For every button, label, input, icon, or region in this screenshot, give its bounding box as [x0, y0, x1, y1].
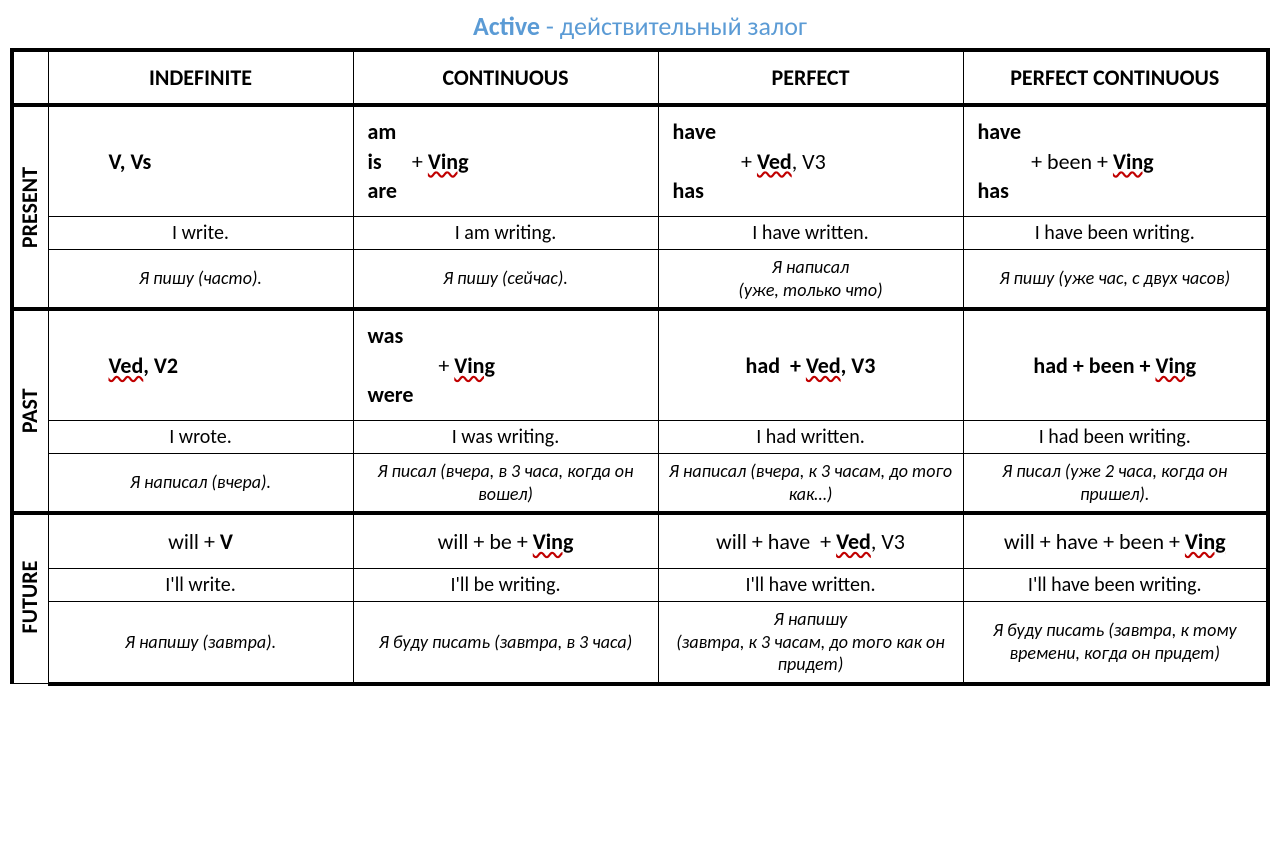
- present-continuous-formula: amisare + Ving: [353, 105, 658, 217]
- future-perfcont-translation: Я буду писать (завтра, к тому времени, к…: [963, 602, 1268, 684]
- future-continuous-formula: will + be + Ving: [353, 513, 658, 569]
- header-perfect-continuous: PERFECT CONTINUOUS: [963, 50, 1268, 105]
- past-perfcont-formula: had + been + Ving: [963, 309, 1268, 421]
- present-indefinite-example: I write.: [48, 217, 353, 250]
- past-perfcont-example: I had been writing.: [963, 421, 1268, 454]
- past-indefinite-formula: Ved, V2: [48, 309, 353, 421]
- tense-table: INDEFINITE CONTINUOUS PERFECT PERFECT CO…: [10, 48, 1270, 686]
- tense-label-present: PRESENT: [12, 105, 48, 309]
- header-empty: [12, 50, 48, 105]
- present-perfect-example: I have written.: [658, 217, 963, 250]
- present-indefinite-formula: V, Vs: [48, 105, 353, 217]
- past-indefinite-translation: Я написал (вчера).: [48, 454, 353, 514]
- present-perfect-translation: Я написал(уже, только что): [658, 250, 963, 310]
- present-perfcont-example: I have been writing.: [963, 217, 1268, 250]
- future-perfect-formula: will + have + Ved, V3: [658, 513, 963, 569]
- header-perfect: PERFECT: [658, 50, 963, 105]
- present-indefinite-translation: Я пишу (часто).: [48, 250, 353, 310]
- present-continuous-translation: Я пишу (сейчас).: [353, 250, 658, 310]
- present-perfcont-translation: Я пишу (уже час, с двух часов): [963, 250, 1268, 310]
- title-sub: - действительный залог: [540, 10, 807, 42]
- past-indefinite-example: I wrote.: [48, 421, 353, 454]
- future-perfcont-formula: will + have + been + Ving: [963, 513, 1268, 569]
- present-continuous-example: I am writing.: [353, 217, 658, 250]
- past-perfect-formula: had + Ved, V3: [658, 309, 963, 421]
- future-perfcont-example: I'll have been writing.: [963, 569, 1268, 602]
- header-continuous: CONTINUOUS: [353, 50, 658, 105]
- future-perfect-translation: Я напишу(завтра, к 3 часам, до того как …: [658, 602, 963, 684]
- future-continuous-example: I'll be writing.: [353, 569, 658, 602]
- past-perfect-translation: Я написал (вчера, к 3 часам, до того как…: [658, 454, 963, 514]
- past-continuous-formula: was were + Ving: [353, 309, 658, 421]
- past-perfcont-translation: Я писал (уже 2 часа, когда он пришел).: [963, 454, 1268, 514]
- future-indefinite-example: I'll write.: [48, 569, 353, 602]
- past-continuous-translation: Я писал (вчера, в 3 часа, когда он вошел…: [353, 454, 658, 514]
- present-perfcont-formula: have has + been + Ving: [963, 105, 1268, 217]
- page-title: Active - действительный залог: [10, 10, 1270, 42]
- future-indefinite-translation: Я напишу (завтра).: [48, 602, 353, 684]
- future-indefinite-formula: will + V: [48, 513, 353, 569]
- future-perfect-example: I'll have written.: [658, 569, 963, 602]
- title-active: Active: [473, 10, 540, 42]
- future-continuous-translation: Я буду писать (завтра, в 3 часа): [353, 602, 658, 684]
- present-perfect-formula: have has + Ved, V3: [658, 105, 963, 217]
- past-continuous-example: I was writing.: [353, 421, 658, 454]
- tense-label-past: PAST: [12, 309, 48, 513]
- past-perfect-example: I had written.: [658, 421, 963, 454]
- tense-label-future: FUTURE: [12, 513, 48, 684]
- header-indefinite: INDEFINITE: [48, 50, 353, 105]
